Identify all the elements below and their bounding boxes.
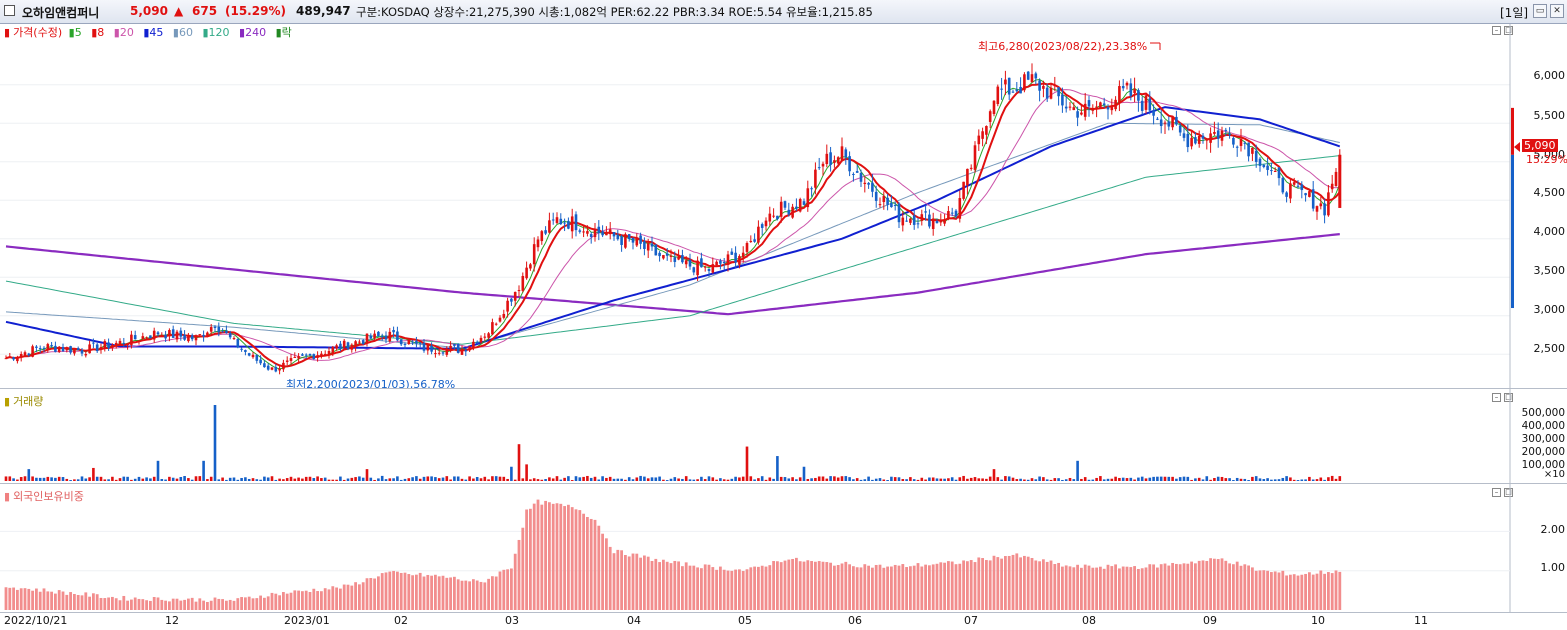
volume-y-tick: 200,000 — [1521, 446, 1565, 458]
ma-8-label: 8 — [97, 26, 105, 39]
price-change: 675 — [192, 4, 218, 18]
x-label: 11 — [1414, 614, 1428, 627]
x-label: 2023/01 — [284, 614, 330, 627]
foreign-title: 외국인보유비중 — [13, 490, 84, 503]
restore-icon[interactable]: ▭ — [1533, 4, 1547, 18]
x-label: 12 — [165, 614, 179, 627]
x-label: 04 — [627, 614, 641, 627]
y-tick: 4,500 — [1533, 186, 1566, 199]
x-label: 08 — [1082, 614, 1096, 627]
x-label: 06 — [848, 614, 862, 627]
y-tick: 5,500 — [1533, 109, 1566, 122]
price-legend-title: 가격(수정) — [13, 26, 63, 39]
chart-titlebar: 오하임앤컴퍼니 5,090 ▲ 675 (15.29%) 489,947 구분:… — [0, 0, 1567, 24]
x-axis-separator — [0, 612, 1567, 613]
price-legend: ▮ 가격(수정) ▮5 ▮8 ▮20 ▮45 ▮60 ▮120 ▮240 ▮락 — [4, 26, 292, 39]
x-label: 2022/10/21 — [4, 614, 68, 627]
foreign-legend: ▮ 외국인보유비중 — [4, 490, 84, 503]
volume-minimize-icon[interactable]: – — [1492, 393, 1501, 402]
volume-y-tick: 300,000 — [1521, 433, 1565, 445]
volume-panel[interactable]: ▮ 거래량 – □ 500,000 400,000 300,000 200,000… — [0, 389, 1567, 483]
volume-y-tick: 500,000 — [1521, 407, 1565, 419]
high-annotation: 최고6,280(2023/08/22),23.38% — [978, 40, 1148, 53]
price-panel[interactable]: ▮ 가격(수정) ▮5 ▮8 ▮20 ▮45 ▮60 ▮120 ▮240 ▮락 –… — [0, 24, 1567, 391]
volume-legend: ▮ 거래량 — [4, 395, 44, 408]
x-label: 05 — [738, 614, 752, 627]
foreign-minimize-icon[interactable]: – — [1492, 488, 1501, 497]
volume-y-tick: 400,000 — [1521, 420, 1565, 432]
stock-info: 구분:KOSDAQ 상장수:21,275,390 시총:1,082억 PER:6… — [356, 5, 873, 19]
y-tick: 3,500 — [1533, 264, 1566, 277]
panel-maximize-icon[interactable]: □ — [1504, 26, 1513, 35]
price-change-pct: (15.29%) — [225, 4, 286, 18]
stock-name: 오하임앤컴퍼니 — [22, 6, 100, 20]
period-label[interactable]: [1일] — [1500, 6, 1529, 20]
low-annotation: 최저2,200(2023/01/03),56.78% — [286, 378, 456, 391]
x-label: 09 — [1203, 614, 1217, 627]
volume-y-tick: 100,000 — [1521, 459, 1565, 471]
y-tick: 6,000 — [1533, 69, 1566, 82]
ma-240-label: 240 — [245, 26, 267, 39]
current-price: 5,090 — [130, 4, 168, 18]
current-price-pointer-icon — [1514, 142, 1520, 152]
panel-minimize-icon[interactable]: – — [1492, 26, 1501, 35]
volume-title: 거래량 — [13, 395, 44, 408]
foreign-y-tick: 2.00 — [1540, 523, 1566, 536]
ma-45-label: 45 — [149, 26, 164, 39]
x-label: 10 — [1311, 614, 1325, 627]
select-checkbox[interactable] — [4, 5, 15, 16]
foreign-ownership-panel[interactable]: ▮ 외국인보유비중 – □ 2.00 1.00 — [0, 484, 1567, 612]
ma-20-label: 20 — [119, 26, 134, 39]
ma-120-label: 120 — [208, 26, 230, 39]
panel-separator — [0, 388, 1567, 389]
foreign-maximize-icon[interactable]: □ — [1504, 488, 1513, 497]
up-arrow-icon: ▲ — [174, 4, 184, 18]
x-label: 03 — [505, 614, 519, 627]
x-label: 07 — [964, 614, 978, 627]
rights-label: 락 — [281, 26, 292, 39]
y-tick: 2,500 — [1533, 342, 1566, 355]
current-pct-tag: 15.29% — [1526, 153, 1567, 166]
current-price-tag: 5,090 — [1522, 139, 1558, 152]
panel-separator — [0, 483, 1567, 484]
volume-value: 489,947 — [296, 4, 351, 18]
y-tick: 4,000 — [1533, 225, 1566, 238]
x-label: 02 — [394, 614, 408, 627]
volume-maximize-icon[interactable]: □ — [1504, 393, 1513, 402]
close-icon[interactable]: ✕ — [1550, 4, 1564, 18]
volume-unit: ×10 — [1543, 469, 1565, 480]
y-tick: 3,000 — [1533, 303, 1566, 316]
foreign-y-tick: 1.00 — [1540, 561, 1566, 574]
ma-60-label: 60 — [178, 26, 193, 39]
ma-5-label: 5 — [74, 26, 82, 39]
